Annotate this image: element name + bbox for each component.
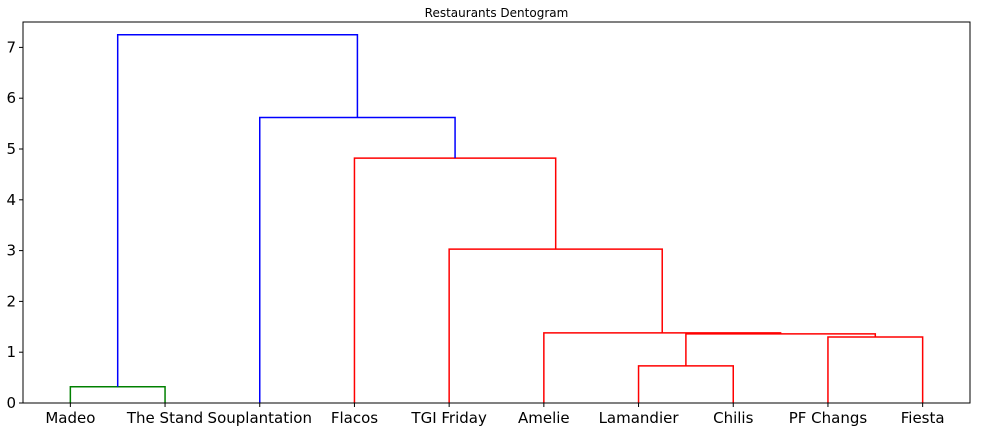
leaf-label: Flacos: [331, 409, 378, 427]
link-souplantation-group: [259, 116, 456, 403]
x-axis: Madeo The Stand Souplantation Flacos TGI Fri…: [45, 403, 945, 427]
y-tick-label: 2: [6, 292, 16, 310]
leaf-label: Lamandier: [599, 409, 680, 427]
link-root: [116, 33, 359, 387]
link-lc-pf: [685, 333, 877, 366]
leaf-label: The Stand: [126, 409, 203, 427]
dendrogram-links: [69, 33, 924, 403]
axes-frame: [22, 21, 971, 404]
leaf-label: PF Changs: [789, 409, 868, 427]
link-lamandier-chilis: [637, 365, 734, 403]
link-tgi-group: [448, 248, 663, 403]
leaf-label: Souplantation: [208, 409, 312, 427]
link-amelie-group: [543, 332, 782, 403]
leaf-label: TGI Friday: [410, 409, 487, 427]
link-pfchangs-fiesta: [827, 336, 924, 403]
y-tick-label: 3: [6, 242, 16, 260]
chart-title: Restaurants Dentogram: [425, 6, 569, 20]
leaf-label: Madeo: [45, 409, 95, 427]
y-axis: 0 1 2 3 4 5 6 7: [6, 38, 23, 412]
link-flacos-group: [353, 157, 557, 403]
leaf-label: Chilis: [713, 409, 753, 427]
y-tick-label: 1: [6, 343, 16, 361]
y-tick-label: 0: [6, 394, 16, 412]
link-madeo-thestand: [69, 385, 166, 403]
leaf-label: Amelie: [518, 409, 570, 427]
y-tick-label: 4: [6, 191, 16, 209]
leaf-label: Fiesta: [901, 409, 945, 427]
y-tick-label: 5: [6, 140, 16, 158]
y-tick-label: 6: [6, 89, 16, 107]
y-tick-label: 7: [6, 38, 16, 56]
